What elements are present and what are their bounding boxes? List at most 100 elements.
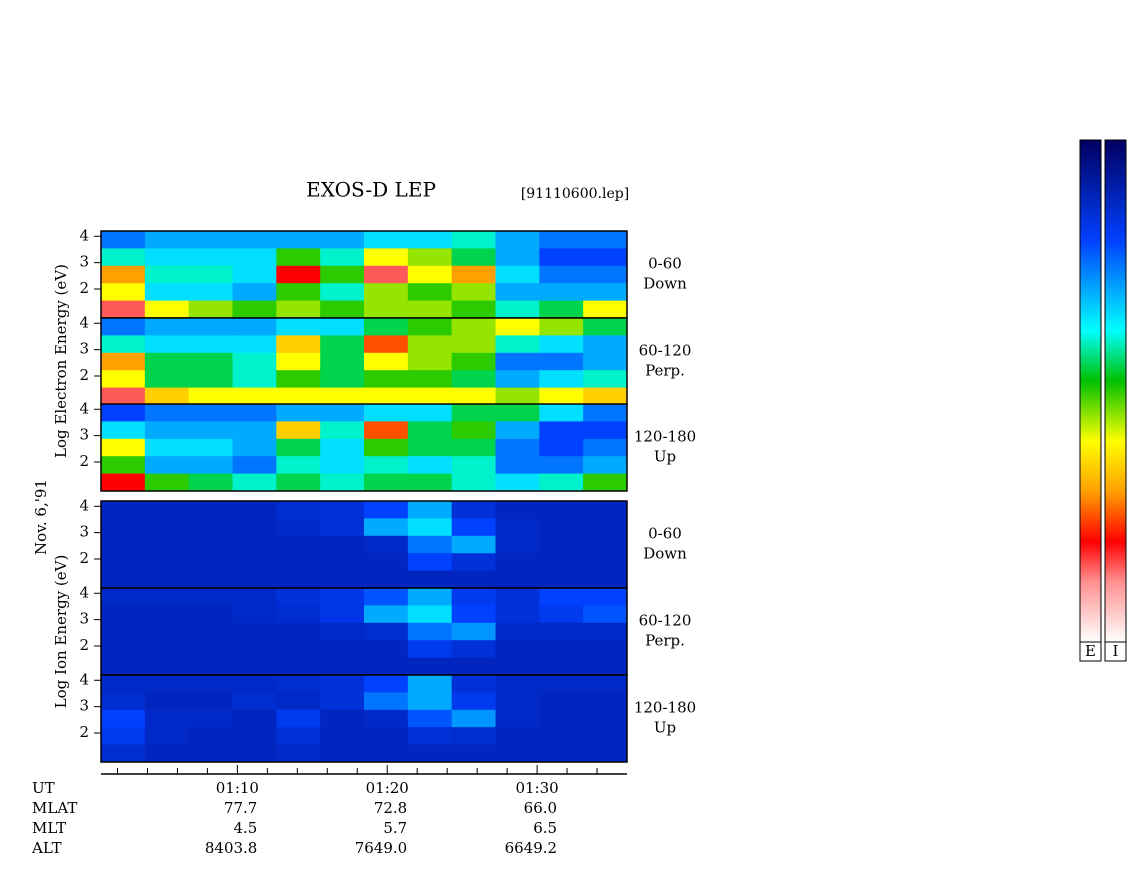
spectrogram-cell	[276, 438, 321, 457]
y-tick-label: 4	[79, 226, 89, 244]
spectrogram-cell	[276, 605, 321, 624]
ephemeris-value: 4.5	[234, 819, 258, 837]
spectrogram-cell	[101, 622, 146, 641]
spectrogram-cell	[539, 605, 584, 624]
spectrogram-cell	[320, 370, 365, 389]
spectrogram-cell	[364, 518, 409, 537]
spectrogram-cell	[101, 640, 146, 659]
spectrogram-cell	[495, 265, 540, 284]
spectrogram-cell	[539, 248, 584, 267]
spectrogram-cell	[276, 709, 321, 728]
spectrogram-cell	[320, 283, 365, 302]
spectrogram-cell	[539, 535, 584, 554]
spectrogram-cell	[101, 605, 146, 624]
spectrogram-cell	[276, 265, 321, 284]
spectrogram-cell	[407, 501, 453, 519]
spectrogram-cell	[276, 744, 321, 763]
spectrogram-cell	[495, 518, 540, 537]
spectrogram-cell	[320, 570, 365, 589]
spectrogram-cell	[583, 657, 628, 676]
spectrogram-cell	[364, 657, 409, 676]
spectrogram-cell	[407, 421, 453, 440]
colorbar-label: I	[1113, 642, 1119, 660]
spectrogram-cell	[539, 352, 584, 371]
spectrogram-cell	[364, 404, 409, 422]
spectrogram-cell	[101, 335, 146, 354]
spectrogram-cell	[495, 570, 540, 589]
spectrogram-cell	[188, 657, 233, 676]
spectrogram-cell	[320, 622, 365, 641]
spectrogram-cell	[144, 370, 190, 389]
spectrogram-cell	[232, 709, 277, 728]
spectrogram-cell	[451, 709, 496, 728]
spectrogram-cell	[320, 318, 365, 336]
date-label: Nov. 6,'91	[32, 479, 50, 555]
spectrogram-cell	[539, 692, 584, 711]
panel-label: 60-120	[639, 342, 692, 360]
y-tick-label: 2	[79, 549, 89, 567]
spectrogram-cell	[364, 640, 409, 659]
spectrogram-cell	[188, 588, 233, 606]
spectrogram-cell	[451, 438, 496, 457]
spectrogram-cell	[276, 553, 321, 572]
spectrogram-cell	[320, 300, 365, 319]
spectrogram-cell	[451, 473, 496, 492]
spectrogram-cell	[101, 404, 146, 422]
spectrogram-cell	[583, 622, 628, 641]
spectrogram-cell	[320, 518, 365, 537]
spectrogram-cell	[276, 318, 321, 336]
spectrogram-cell	[101, 283, 146, 302]
ephemeris-value: 6.5	[533, 819, 557, 837]
spectrogram-cell	[232, 588, 277, 606]
spectrogram-cell	[276, 283, 321, 302]
panel-label: Down	[643, 545, 687, 563]
spectrogram-cell	[495, 370, 540, 389]
spectrogram-cell	[583, 456, 628, 475]
panel-label: Up	[654, 719, 676, 737]
spectrogram-cell	[101, 692, 146, 711]
spectrogram-cell	[451, 501, 496, 519]
y-tick-label: 2	[79, 636, 89, 654]
spectrogram-cell	[451, 421, 496, 440]
spectrogram-cell	[188, 231, 233, 249]
spectrogram-cell	[232, 231, 277, 249]
y-tick-label: 2	[79, 723, 89, 741]
spectrogram-cell	[188, 553, 233, 572]
spectrogram-cell	[144, 535, 190, 554]
spectrogram-cell	[451, 318, 496, 336]
spectrogram-cell	[364, 535, 409, 554]
spectrogram-cell	[320, 473, 365, 492]
spectrogram-cell	[364, 709, 409, 728]
spectrogram-cell	[583, 709, 628, 728]
spectrogram-cell	[320, 588, 365, 606]
spectrogram-cell	[495, 352, 540, 371]
spectrogram-cell	[407, 438, 453, 457]
panel-label: Up	[654, 448, 676, 466]
spectrogram-cell	[364, 421, 409, 440]
spectrogram-cell	[495, 387, 540, 406]
spectrogram-cell	[232, 370, 277, 389]
spectrogram-cell	[320, 456, 365, 475]
spectrogram-cell	[539, 265, 584, 284]
spectrogram-cell	[144, 518, 190, 537]
y-tick-label: 2	[79, 452, 89, 470]
spectrogram-cell	[583, 318, 628, 336]
spectrogram-cell	[451, 605, 496, 624]
ephemeris-value: 5.7	[383, 819, 407, 837]
spectrogram-cell	[144, 404, 190, 422]
spectrogram-cell	[451, 248, 496, 267]
spectrogram-cell	[495, 231, 540, 249]
ephemeris-value: 77.7	[224, 799, 257, 817]
spectrogram-cell	[320, 501, 365, 519]
spectrogram-cell	[232, 352, 277, 371]
spectrogram-cell	[188, 352, 233, 371]
spectrogram-cell	[451, 692, 496, 711]
spectrogram-cell	[232, 283, 277, 302]
spectrogram-cell	[495, 501, 540, 519]
spectrogram-cell	[101, 518, 146, 537]
spectrogram-cell	[451, 622, 496, 641]
spectrogram-cell	[495, 283, 540, 302]
panel-label: 0-60	[648, 255, 682, 273]
spectrogram-cell	[364, 318, 409, 336]
spectrogram-cell	[144, 570, 190, 589]
